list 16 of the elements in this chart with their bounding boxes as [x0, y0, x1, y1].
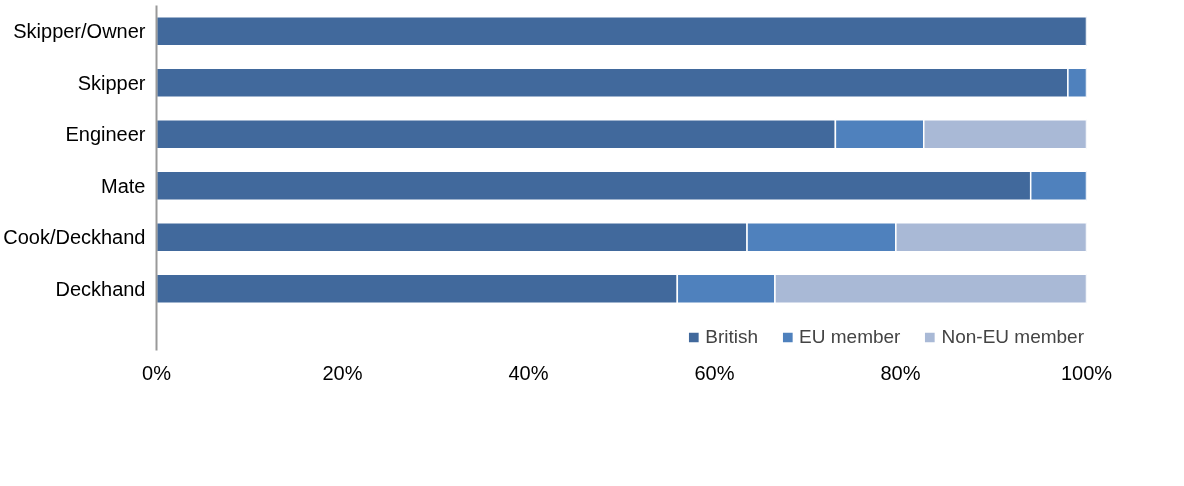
x-tick-label: 20% — [322, 361, 363, 384]
y-tick-label: Mate — [101, 174, 146, 197]
y-tick-label: Cook/Deckhand — [3, 226, 146, 249]
y-tick-label: Engineer — [65, 123, 146, 146]
x-tick-label: 60% — [694, 361, 735, 384]
bar — [156, 16, 1087, 47]
y-tick-label: Deckhand — [55, 277, 146, 300]
legend-label: Non-EU member — [941, 326, 1084, 348]
x-tick-label: 40% — [508, 361, 549, 384]
x-tick-label: 0% — [142, 361, 172, 384]
legend-label: British — [705, 326, 759, 348]
x-tick-label: 100% — [1060, 361, 1113, 384]
x-tick-label: 80% — [880, 361, 921, 384]
y-tick-label: Skipper — [77, 71, 146, 94]
y-tick-label: Skipper/Owner — [13, 20, 146, 43]
legend-label: EU member — [799, 326, 901, 348]
